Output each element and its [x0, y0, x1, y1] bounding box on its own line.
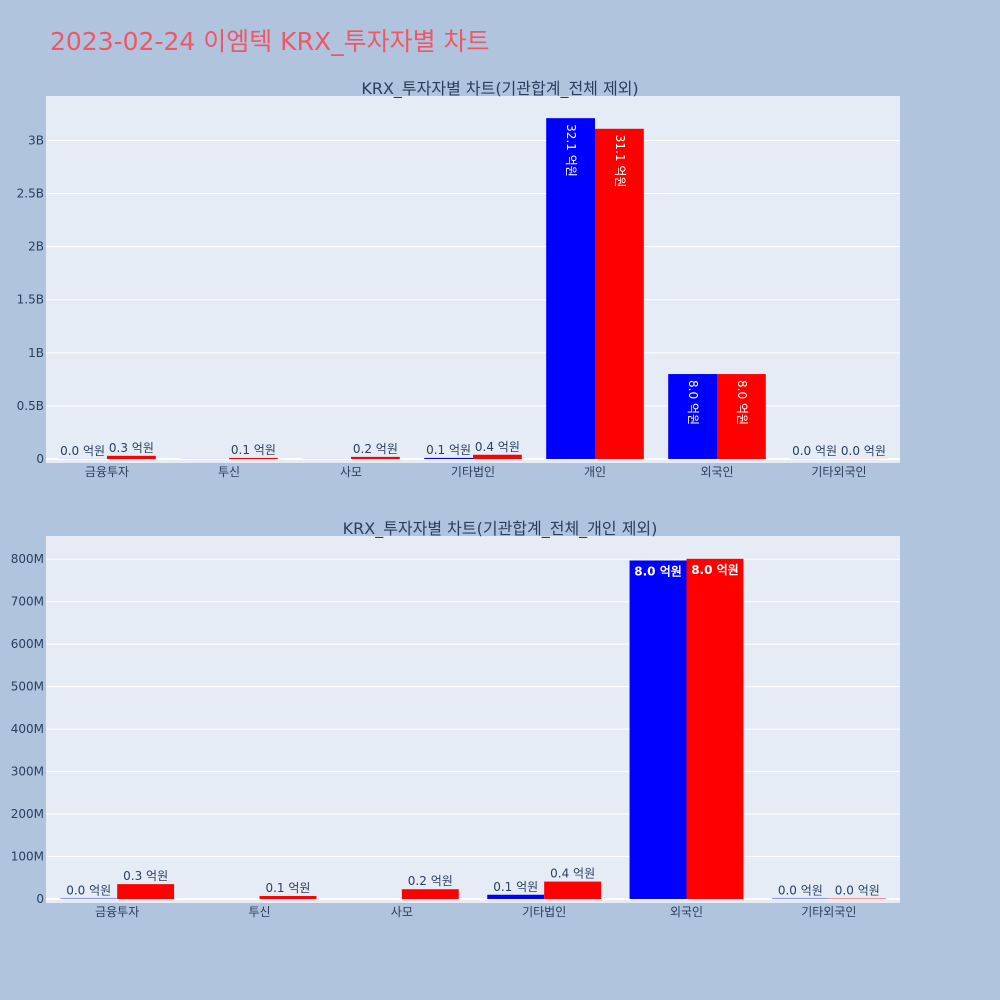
y-tick-label: 400M	[11, 722, 44, 736]
data-label: 8.0 억원	[735, 380, 749, 425]
y-tick-label: 200M	[11, 807, 44, 821]
y-tick-label: 3B	[28, 133, 44, 147]
data-label: 0.4 억원	[550, 867, 595, 881]
y-tick-label: 2.5B	[17, 187, 44, 201]
data-label: 0.2 억원	[353, 442, 398, 456]
bar	[229, 457, 278, 459]
x-tick-label: 사모	[391, 905, 413, 919]
bar	[668, 374, 717, 459]
y-tick-label: 300M	[11, 765, 44, 779]
bar	[487, 894, 545, 899]
bar	[351, 456, 400, 459]
data-label: 32.1 억원	[564, 124, 578, 177]
y-tick-label: 700M	[11, 595, 44, 609]
bar	[424, 457, 473, 459]
data-label: 0.0 억원	[778, 884, 823, 898]
x-tick-label: 사모	[340, 465, 362, 479]
y-tick-label: 1B	[28, 346, 44, 360]
chart-title: KRX_투자자별 차트(기관합계_전체 제외)	[361, 79, 638, 99]
x-tick-label: 금융투자	[85, 465, 129, 479]
data-label: 0.0 억원	[841, 444, 886, 458]
y-tick-label: 800M	[11, 552, 44, 566]
bar	[717, 374, 766, 459]
x-tick-label: 외국인	[700, 465, 733, 479]
bar	[401, 889, 459, 899]
x-tick-label: 금융투자	[95, 905, 139, 919]
plot-area	[46, 96, 900, 463]
bar	[117, 884, 175, 899]
y-tick-label: 0.5B	[17, 399, 44, 413]
data-label: 8.0 억원	[686, 380, 700, 425]
data-label: 8.0 억원	[691, 563, 739, 577]
chart-1: 0 0.5B 1B 1.5B 2B 2.5B 3B KRX_투자자별 차트(기관합계_전체 제…	[17, 79, 900, 479]
data-label: 0.3 억원	[109, 441, 154, 455]
bar	[546, 118, 595, 460]
plot-area	[46, 536, 900, 903]
data-label: 0.0 억원	[66, 884, 111, 898]
bar	[473, 454, 522, 459]
data-label: 0.0 억원	[792, 444, 837, 458]
x-tick-label: 투신	[218, 465, 240, 479]
x-tick-label: 외국인	[670, 905, 703, 919]
y-tick-label: 0	[36, 452, 44, 466]
data-label: 0.1 억원	[493, 880, 538, 894]
data-label: 8.0 억원	[634, 565, 682, 579]
data-label: 0.0 억원	[60, 444, 105, 458]
data-label: 0.1 억원	[231, 443, 276, 457]
y-tick-label: 2B	[28, 240, 44, 254]
y-tick-label: 100M	[11, 850, 44, 864]
bar	[107, 455, 156, 459]
chart-2: 0 100M 200M 300M 400M 500M 600M 700M 800M KRX_투자자…	[11, 519, 900, 919]
data-label: 0.2 억원	[408, 874, 453, 888]
x-tick-label: 기타법인	[522, 905, 566, 919]
bar	[595, 128, 644, 459]
x-tick-label: 기타외국인	[811, 465, 866, 479]
x-tick-label: 투신	[248, 905, 270, 919]
x-tick-label: 기타외국인	[801, 905, 856, 919]
data-label: 0.1 억원	[426, 443, 471, 457]
data-label: 0.4 억원	[475, 440, 520, 454]
bar	[686, 558, 744, 899]
chart-title: KRX_투자자별 차트(기관합계_전체_개인 제외)	[343, 519, 658, 539]
bar	[629, 560, 687, 899]
bar	[259, 896, 317, 899]
page-title: 2023-02-24 이엠텍 KRX_투자자별 차트	[50, 27, 490, 56]
y-tick-label: 0	[36, 892, 44, 906]
data-label: 0.0 억원	[835, 884, 880, 898]
data-label: 0.1 억원	[265, 881, 310, 895]
data-label: 0.3 억원	[123, 869, 168, 883]
bar	[544, 881, 602, 899]
x-tick-label: 기타법인	[451, 465, 495, 479]
data-label: 31.1 억원	[613, 135, 627, 188]
x-tick-label: 개인	[584, 465, 606, 479]
y-tick-label: 1.5B	[17, 293, 44, 307]
y-tick-label: 500M	[11, 680, 44, 694]
y-tick-label: 600M	[11, 637, 44, 651]
